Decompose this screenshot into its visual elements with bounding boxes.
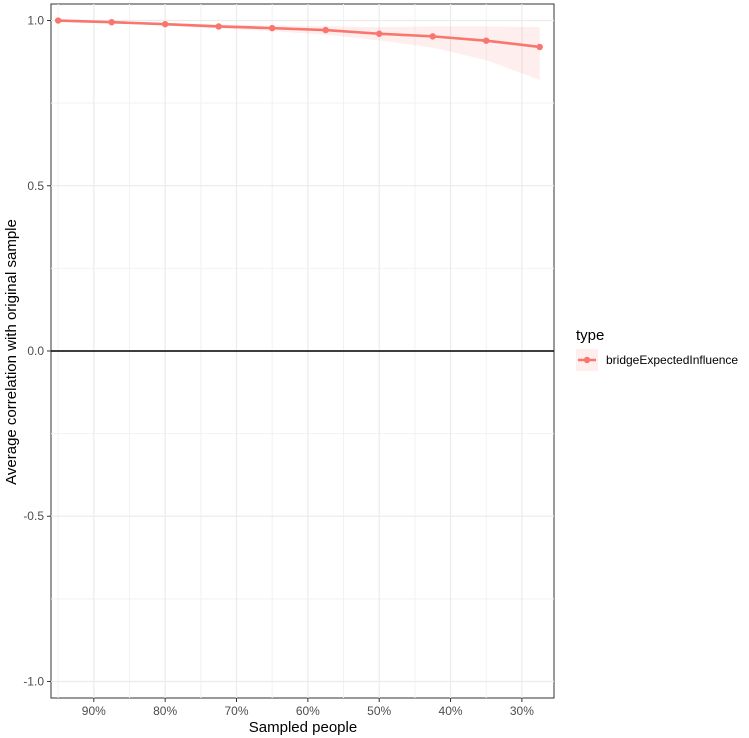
data-points xyxy=(54,17,543,51)
legend-key-point xyxy=(583,356,591,364)
x-axis: 90% 80% 70% 60% 50% 40% 30% xyxy=(82,698,534,718)
y-tick-label: 0.5 xyxy=(27,179,44,193)
y-tick-label: 1.0 xyxy=(27,14,44,28)
legend: type bridgeExpectedInfluence xyxy=(576,327,738,371)
data-point xyxy=(161,20,169,28)
x-tick-label: 90% xyxy=(82,704,106,718)
legend-label: bridgeExpectedInfluence xyxy=(606,353,738,367)
data-point xyxy=(429,33,436,40)
x-tick-label: 50% xyxy=(367,704,391,718)
data-point xyxy=(483,37,490,44)
data-point xyxy=(375,30,383,37)
data-point xyxy=(268,24,276,32)
data-point xyxy=(54,17,62,24)
y-tick-label: -0.5 xyxy=(23,509,44,523)
series-line xyxy=(58,19,540,49)
series-lines xyxy=(58,19,540,49)
data-point xyxy=(215,23,222,30)
x-axis-title: Sampled people xyxy=(249,719,357,736)
y-axis-title: Average correlation with original sample xyxy=(3,219,20,485)
data-point xyxy=(536,43,543,51)
y-tick-label: -1.0 xyxy=(23,674,44,688)
x-tick-label: 60% xyxy=(296,704,320,718)
legend-items: bridgeExpectedInfluence xyxy=(576,349,738,371)
minor-gridlines xyxy=(51,4,554,698)
x-tick-label: 70% xyxy=(224,704,248,718)
legend-title: type xyxy=(576,327,604,344)
x-tick-label: 80% xyxy=(153,704,177,718)
y-axis: -1.0 -0.5 0.0 0.5 1.0 xyxy=(23,14,51,688)
x-tick-label: 30% xyxy=(510,704,534,718)
data-point xyxy=(108,18,115,26)
data-point xyxy=(322,26,329,34)
y-tick-label: 0.0 xyxy=(27,344,44,358)
x-tick-label: 40% xyxy=(439,704,463,718)
